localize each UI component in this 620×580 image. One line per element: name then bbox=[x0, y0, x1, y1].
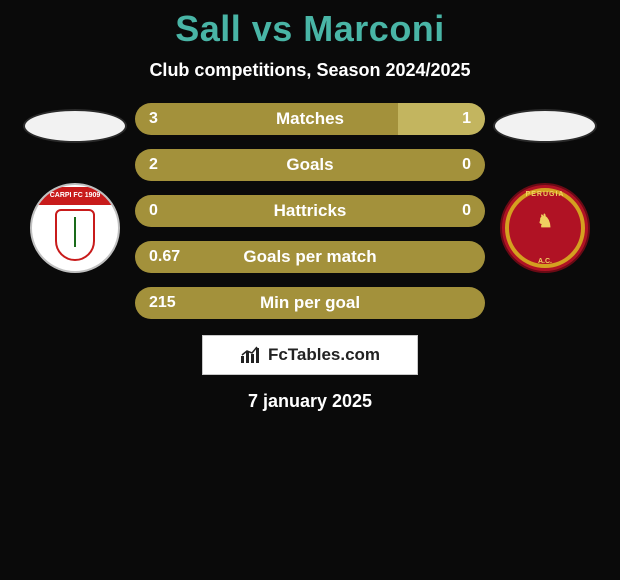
stat-bar: 215 Min per goal bbox=[135, 287, 485, 319]
stat-bar: 0.67 Goals per match bbox=[135, 241, 485, 273]
stat-right-value: 0 bbox=[462, 202, 471, 220]
stat-label: Matches bbox=[276, 109, 344, 129]
left-player-column: CARPI FC 1909 bbox=[15, 103, 135, 273]
page-title: Sall vs Marconi bbox=[175, 8, 445, 50]
watermark-chart-icon bbox=[240, 346, 262, 364]
stat-right-value: 1 bbox=[462, 110, 471, 128]
stat-bar-right-segment bbox=[398, 103, 486, 135]
stat-bar: 0 0 Hattricks bbox=[135, 195, 485, 227]
watermark: FcTables.com bbox=[202, 335, 418, 375]
stat-left-value: 0 bbox=[149, 202, 158, 220]
stat-left-value: 0.67 bbox=[149, 248, 180, 266]
left-flag-icon bbox=[23, 109, 127, 143]
stat-bar: 2 0 Goals bbox=[135, 149, 485, 181]
stat-right-value: 0 bbox=[462, 156, 471, 174]
stat-label: Goals per match bbox=[243, 247, 376, 267]
stat-label: Goals bbox=[286, 155, 333, 175]
stat-label: Hattricks bbox=[274, 201, 347, 221]
stat-bars: 3 1 Matches 2 0 Goals 0 0 Hattricks 0.67 Goals per… bbox=[135, 103, 485, 319]
page-subtitle: Club competitions, Season 2024/2025 bbox=[149, 60, 470, 81]
right-crest-griffin-icon: ♞ bbox=[537, 211, 553, 232]
date-text: 7 january 2025 bbox=[248, 391, 372, 412]
right-club-crest-icon: PERUGIA ♞ A.C. bbox=[500, 183, 590, 273]
stat-left-value: 3 bbox=[149, 110, 158, 128]
content-root: Sall vs Marconi Club competitions, Seaso… bbox=[0, 0, 620, 580]
right-player-column: PERUGIA ♞ A.C. bbox=[485, 103, 605, 273]
stat-bar: 3 1 Matches bbox=[135, 103, 485, 135]
stat-bar-left-segment bbox=[135, 103, 398, 135]
watermark-text: FcTables.com bbox=[268, 345, 380, 365]
right-crest-label-top: PERUGIA bbox=[526, 191, 565, 198]
left-crest-label: CARPI FC 1909 bbox=[34, 187, 116, 205]
stat-left-value: 215 bbox=[149, 294, 176, 312]
left-crest-shield-icon bbox=[55, 209, 95, 261]
right-flag-icon bbox=[493, 109, 597, 143]
right-crest-label-bottom: A.C. bbox=[538, 258, 552, 265]
main-row: CARPI FC 1909 3 1 Matches 2 0 Goals 0 0 Hattrick… bbox=[0, 103, 620, 319]
stat-left-value: 2 bbox=[149, 156, 158, 174]
stat-label: Min per goal bbox=[260, 293, 360, 313]
left-club-crest-icon: CARPI FC 1909 bbox=[30, 183, 120, 273]
